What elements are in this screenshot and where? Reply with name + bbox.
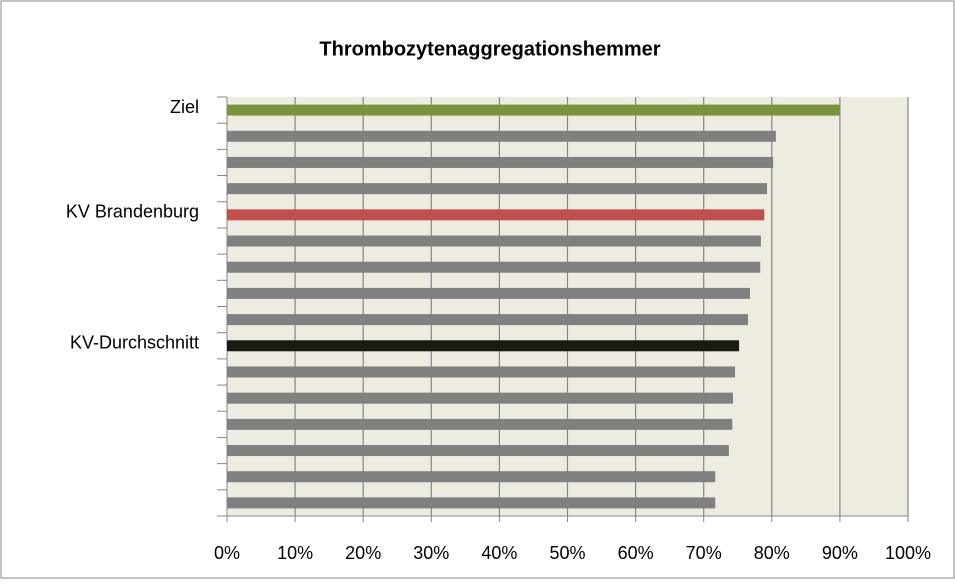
y-tick-label: KV Brandenburg	[66, 202, 199, 222]
bar	[227, 366, 736, 378]
bar	[227, 287, 751, 299]
x-tick-label: 70%	[686, 543, 722, 563]
bar	[227, 418, 733, 430]
y-tick-label: KV-Durchschnitt	[70, 333, 199, 353]
bar	[227, 104, 840, 116]
bar	[227, 183, 768, 195]
x-tick-label: 20%	[345, 543, 381, 563]
bar	[227, 340, 740, 352]
bar	[227, 392, 733, 404]
x-tick-label: 10%	[277, 543, 313, 563]
bar	[227, 235, 761, 247]
bar	[227, 130, 776, 142]
x-tick-label: 0%	[214, 543, 240, 563]
bar	[227, 314, 748, 326]
bar	[227, 445, 729, 457]
bar	[227, 497, 716, 509]
x-tick-label: 80%	[754, 543, 790, 563]
chart-title: Thrombozytenaggregationshemmer	[319, 38, 660, 60]
x-tick-label: 100%	[885, 543, 931, 563]
x-tick-label: 40%	[481, 543, 517, 563]
x-tick-label: 50%	[549, 543, 585, 563]
bar	[227, 209, 765, 221]
bar	[227, 261, 761, 273]
bar	[227, 471, 716, 483]
x-tick-label: 30%	[413, 543, 449, 563]
x-tick-label: 90%	[822, 543, 858, 563]
x-tick-label: 60%	[618, 543, 654, 563]
bar	[227, 156, 774, 168]
y-tick-label: Ziel	[170, 97, 199, 117]
